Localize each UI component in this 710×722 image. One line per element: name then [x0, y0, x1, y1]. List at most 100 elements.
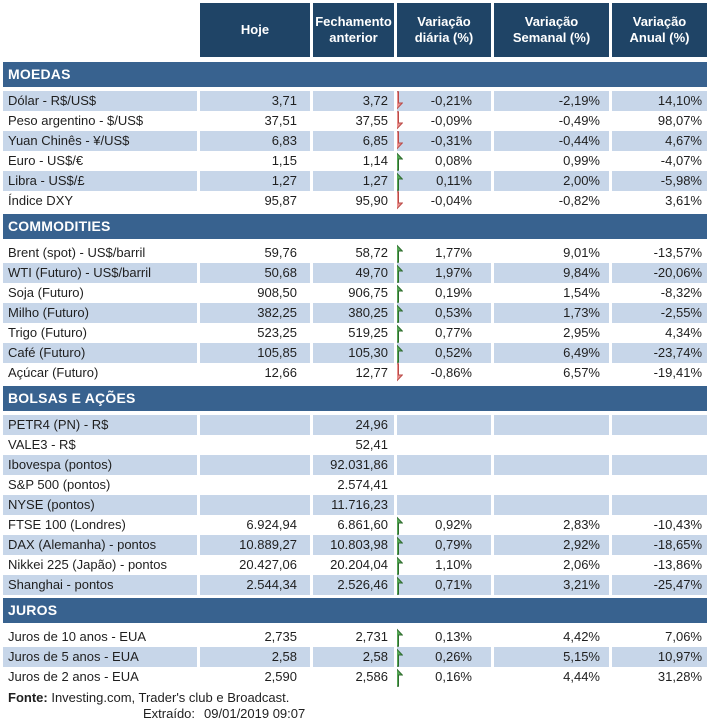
cell-label: NYSE (pontos) — [3, 495, 197, 515]
cell-diaria: 0,19% — [397, 283, 491, 303]
cell-hoje — [200, 495, 310, 515]
up-arrow-icon — [397, 516, 403, 535]
cell-semanal — [494, 415, 609, 435]
table-row: FTSE 100 (Londres) 6.924,94 6.861,60 0,92% 2… — [3, 515, 707, 535]
up-arrow-icon — [397, 648, 403, 667]
cell-diaria: 0,16% — [397, 667, 491, 687]
cell-hoje: 6.924,94 — [246, 517, 297, 532]
cell-anual — [612, 415, 707, 435]
cell-diaria — [397, 475, 491, 495]
cell-hoje: 50,68 — [200, 263, 310, 283]
table-row: VALE3 - R$ 52,41 — [3, 435, 707, 455]
table-row: Índice DXY 95,87 95,90 -0,04% -0,82% 3,61% — [3, 191, 707, 211]
section-header-juros: JUROS — [3, 598, 707, 623]
section-header-bolsas-e-a-es: BOLSAS E AÇÕES — [3, 386, 707, 411]
cell-anual: -20,06% — [612, 263, 707, 283]
source-line: Fonte: Investing.com, Trader's club e Br… — [8, 690, 708, 706]
cell-semanal: -2,19% — [494, 91, 609, 111]
up-arrow-icon — [397, 576, 403, 595]
cell-label: S&P 500 (pontos) — [8, 477, 111, 492]
table-row: Peso argentino - $/US$ 37,51 37,55 -0,09% -0… — [3, 111, 707, 131]
cell-hoje: 1,27 — [200, 171, 310, 191]
cell-anual: 98,07% — [657, 113, 702, 128]
cell-diaria: 0,53% — [397, 303, 491, 323]
up-arrow-icon — [397, 556, 403, 575]
cell-semanal: 6,57% — [563, 365, 600, 380]
table-row: Dólar - R$/US$ 3,71 3,72 -0,21% -2,19% 14,10% — [3, 91, 707, 111]
cell-anual: 31,28% — [657, 669, 702, 684]
up-arrow-icon — [397, 172, 403, 191]
cell-fechamento: 2.574,41 — [337, 477, 388, 492]
cell-anual: -23,74% — [612, 343, 707, 363]
up-arrow-icon — [397, 284, 403, 303]
cell-diaria: 0,92% — [397, 515, 491, 535]
down-arrow-icon — [397, 91, 403, 110]
cell-diaria: 0,08% — [397, 151, 491, 171]
up-arrow-icon — [397, 344, 403, 363]
up-arrow-icon — [397, 324, 403, 343]
cell-label: Juros de 10 anos - EUA — [8, 629, 147, 644]
cell-diaria: 0,77% — [397, 323, 491, 343]
up-arrow-icon — [397, 152, 403, 171]
source-label: Fonte: — [8, 690, 48, 705]
column-header-fechamento-anterior: Fechamento anterior — [313, 3, 394, 57]
cell-anual: -8,32% — [660, 285, 702, 300]
cell-fechamento: 95,90 — [355, 193, 388, 208]
cell-fechamento: 37,55 — [355, 113, 388, 128]
cell-anual: 4,34% — [665, 325, 702, 340]
table-row: Açúcar (Futuro) 12,66 12,77 -0,86% 6,57% -19,… — [3, 363, 707, 383]
column-header-varia-o-semanal: Variação Semanal (%) — [494, 3, 609, 57]
cell-fechamento: 2,586 — [355, 669, 388, 684]
cell-hoje: 95,87 — [264, 193, 297, 208]
cell-anual: -19,41% — [653, 365, 702, 380]
table-row: Shanghai - pontos 2.544,34 2.526,46 0,71% 3,… — [3, 575, 707, 595]
cell-label: DAX (Alemanha) - pontos — [3, 535, 197, 555]
section-bolsas-e-a-es: BOLSAS E AÇÕES PETR4 (PN) - R$ 24,96 VALE3 … — [3, 386, 708, 595]
table-row: Café (Futuro) 105,85 105,30 0,52% 6,49% -23,7… — [3, 343, 707, 363]
cell-hoje: 12,66 — [264, 365, 297, 380]
cell-hoje — [200, 435, 310, 455]
cell-diaria: -0,09% — [397, 111, 491, 131]
cell-fechamento: 92.031,86 — [313, 455, 394, 475]
cell-fechamento: 3,72 — [313, 91, 394, 111]
cell-semanal: -0,49% — [558, 113, 600, 128]
cell-semanal: 2,92% — [494, 535, 609, 555]
cell-anual: -10,43% — [653, 517, 702, 532]
up-arrow-icon — [397, 536, 403, 555]
cell-diaria — [397, 495, 491, 515]
cell-hoje: 3,71 — [200, 91, 310, 111]
cell-label: Euro - US$/€ — [8, 153, 84, 168]
corner-cell — [3, 3, 197, 57]
cell-anual: 7,06% — [665, 629, 702, 644]
cell-fechamento: 1,14 — [362, 153, 388, 168]
table-row: Milho (Futuro) 382,25 380,25 0,53% 1,73% -2,5… — [3, 303, 707, 323]
cell-diaria: -0,21% — [397, 91, 491, 111]
down-arrow-icon — [397, 131, 403, 150]
cell-anual: -13,86% — [653, 557, 702, 572]
cell-semanal — [494, 455, 609, 475]
cell-semanal: 4,44% — [563, 669, 600, 684]
cell-diaria: -0,86% — [397, 363, 491, 383]
column-header-varia-o-di-ria: Variação diária (%) — [397, 3, 491, 57]
report-footer: Fonte: Investing.com, Trader's club e Br… — [3, 690, 708, 722]
cell-semanal: 9,84% — [494, 263, 609, 283]
cell-semanal: 1,73% — [494, 303, 609, 323]
cell-semanal: 2,00% — [494, 171, 609, 191]
cell-fechamento: 2,731 — [355, 629, 388, 644]
cell-label: FTSE 100 (Londres) — [8, 517, 126, 532]
cell-anual: -25,47% — [612, 575, 707, 595]
cell-fechamento: 12,77 — [355, 365, 388, 380]
cell-diaria — [397, 435, 491, 455]
cell-anual: 14,10% — [612, 91, 707, 111]
cell-fechamento: 11.716,23 — [313, 495, 394, 515]
cell-fechamento: 380,25 — [313, 303, 394, 323]
table-row: Libra - US$/£ 1,27 1,27 0,11% 2,00% -5,98% — [3, 171, 707, 191]
section-header-moedas: MOEDAS — [3, 62, 707, 87]
source-text: Investing.com, Trader's club e Broadcast… — [47, 690, 290, 705]
cell-hoje: 382,25 — [200, 303, 310, 323]
table-row: PETR4 (PN) - R$ 24,96 — [3, 415, 707, 435]
cell-label: Peso argentino - $/US$ — [8, 113, 144, 128]
cell-fechamento: 906,75 — [348, 285, 388, 300]
table-row: Brent (spot) - US$/barril 59,76 58,72 1,77%… — [3, 243, 707, 263]
cell-hoje: 37,51 — [264, 113, 297, 128]
